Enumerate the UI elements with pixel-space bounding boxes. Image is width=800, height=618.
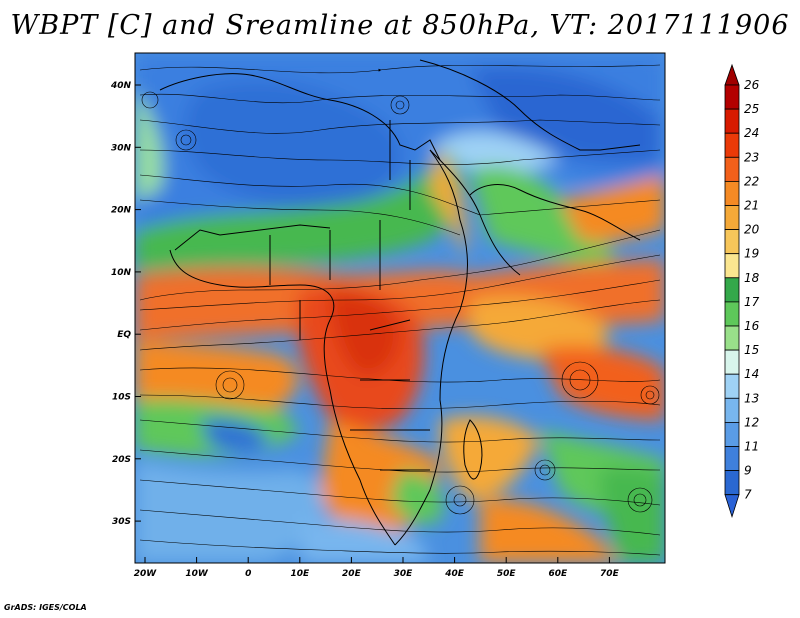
lon-tick-label: 20W (134, 569, 158, 579)
colorbar-segment (724, 325, 740, 351)
lat-tick-label: 40N (110, 81, 132, 91)
lat-tick-label: 30S (112, 517, 131, 527)
colorbar-label: 16 (744, 319, 760, 333)
lat-tick-label: EQ (117, 330, 131, 340)
lat-tick-label: 20S (112, 455, 131, 465)
latitude-axis: 40N 30N 20N 10N EQ 10S 20S 30S (110, 81, 141, 527)
colorbar-segment (724, 397, 740, 423)
lon-tick-label: 70E (600, 569, 620, 579)
colorbar-label: 25 (744, 102, 759, 116)
colorbar-top-arrow (724, 63, 740, 86)
lat-tick-label: 20N (111, 206, 132, 216)
colorbar-segment (724, 205, 740, 231)
colorbar-segment (724, 446, 740, 472)
lon-tick-label: 30E (394, 569, 414, 579)
colorbar-segment (724, 421, 740, 447)
colorbar-label: 26 (744, 78, 760, 92)
chart-title: WBPT [C] and Sreamline at 850hPa, VT: 20… (10, 10, 790, 41)
longitude-axis: 20W 10W 0 10E 20E 30E 40E 50E 60E 70E (134, 557, 620, 579)
lat-tick-label: 10N (111, 268, 132, 278)
lon-tick-label: 20E (342, 569, 362, 579)
colorbar: 26 25 24 23 22 21 20 19 18 17 16 15 14 13 12 11 9 7 (724, 63, 760, 519)
colorbar-segment (724, 349, 740, 375)
map-frame (134, 52, 666, 564)
colorbar-bottom-arrow (724, 494, 740, 519)
colorbar-label: 15 (744, 343, 759, 357)
colorbar-label: 17 (744, 295, 760, 309)
lon-tick-label: 40E (444, 569, 465, 579)
colorbar-label: 19 (744, 247, 759, 261)
colorbar-segment (724, 108, 740, 134)
colorbar-label: 21 (744, 199, 759, 213)
colorbar-label: 13 (744, 391, 759, 405)
lat-tick-label: 30N (111, 143, 132, 153)
lon-tick-label: 10W (185, 569, 209, 579)
wbpt-field (135, 53, 665, 563)
colorbar-label: 7 (744, 488, 752, 502)
colorbar-label: 11 (744, 440, 759, 454)
colorbar-label: 23 (744, 150, 759, 164)
lon-tick-label: 50E (497, 569, 517, 579)
colorbar-segment (724, 253, 740, 279)
credit-label: GrADS: IGES/COLA (4, 603, 87, 612)
colorbar-label: 9 (744, 464, 752, 478)
colorbar-label: 12 (744, 415, 759, 429)
colorbar-segment (724, 277, 740, 303)
colorbar-segment (724, 229, 740, 255)
lon-tick-label: 60E (548, 569, 568, 579)
colorbar-label: 18 (744, 271, 760, 285)
colorbar-segment (724, 180, 740, 206)
lat-tick-label: 10S (112, 393, 131, 403)
streamlines (139, 64, 661, 556)
colorbar-label: 22 (744, 174, 759, 188)
colorbar-segment (724, 301, 740, 327)
colorbar-label: 14 (744, 367, 759, 381)
lon-tick-label: 0 (245, 569, 251, 579)
colorbar-label: 20 (744, 223, 760, 237)
colorbar-segment (724, 470, 740, 496)
colorbar-segment (724, 156, 740, 182)
colorbar-segment (724, 132, 740, 158)
colorbar-segment (724, 84, 740, 110)
colorbar-label: 24 (744, 126, 759, 140)
lon-tick-label: 10E (290, 569, 310, 579)
colorbar-segment (724, 373, 740, 399)
